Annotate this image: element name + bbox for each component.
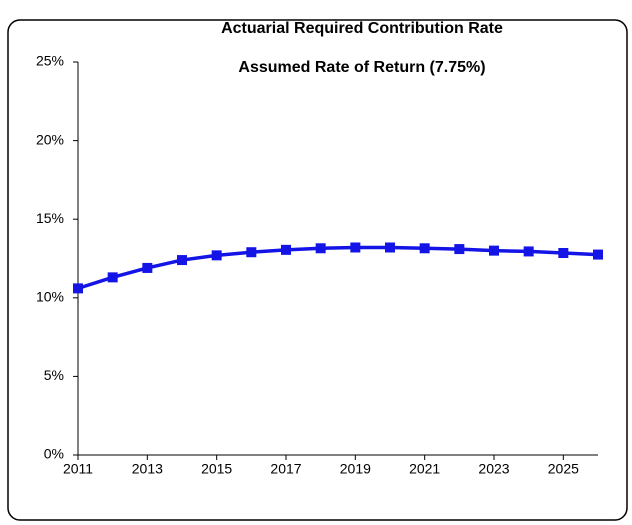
x-tick-label: 2017 (270, 461, 301, 477)
marker (211, 250, 222, 261)
chart-frame (7, 19, 628, 521)
y-tick-label: 25% (36, 53, 64, 69)
marker (593, 249, 603, 260)
marker (246, 247, 257, 258)
x-tick-label: 2011 (63, 461, 93, 477)
marker (281, 244, 291, 255)
marker (177, 255, 187, 266)
marker (489, 245, 499, 256)
marker (142, 262, 153, 273)
marker (419, 243, 430, 254)
x-tick-label: 2015 (201, 461, 232, 477)
marker (73, 283, 83, 294)
chart-title: Actuarial Required Contribution Rate (221, 20, 503, 37)
marker (385, 242, 395, 253)
marker (350, 242, 361, 253)
marker (523, 246, 534, 257)
y-tick-label: 5% (44, 367, 64, 383)
y-tick-label: 20% (36, 131, 64, 147)
chart-subtitle: Assumed Rate of Return (7.75%) (238, 59, 485, 76)
marker (454, 244, 465, 255)
x-tick-label: 2019 (340, 461, 371, 477)
y-tick-label: 15% (36, 210, 64, 226)
marker (315, 243, 326, 254)
x-tick-label: 2023 (478, 461, 509, 477)
y-tick-label: 0% (44, 446, 64, 462)
series-line (77, 245, 599, 291)
marker (558, 247, 569, 258)
x-tick-label: 2025 (548, 461, 579, 477)
x-tick-label: 2013 (132, 461, 163, 477)
marker (107, 272, 118, 283)
x-tick-label: 2021 (409, 461, 440, 477)
y-tick-label: 10% (36, 289, 64, 305)
